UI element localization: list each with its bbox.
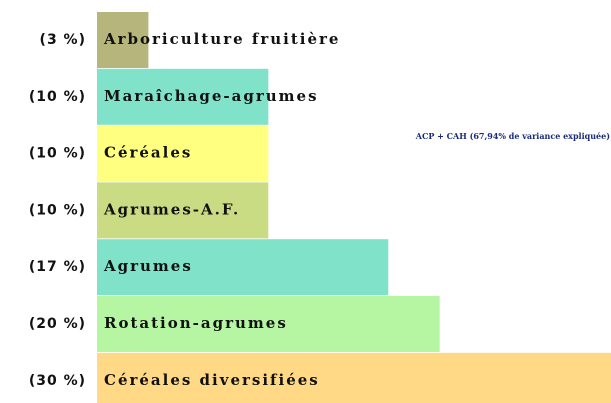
bar [97,296,440,352]
bar [97,239,389,296]
category-label: Rotation-agrumes [104,314,288,332]
annotation: ACP + CAH (67,94% de variance expliquée) [415,131,610,141]
value-label: (10 %) [29,146,86,162]
bar [97,68,269,125]
value-label: (10 %) [29,89,86,105]
value-label: (20 %) [29,316,86,332]
category-label: Arboriculture fruitière [103,30,340,48]
category-label: Agrumes [103,257,193,275]
category-label: Maraîchage-agrumes [104,87,319,105]
value-label: (10 %) [29,202,86,218]
bar [97,182,269,239]
bar [97,352,611,403]
value-label: (30 %) [29,373,86,389]
bar [97,12,149,68]
value-label: (3 %) [40,32,86,48]
category-label: Agrumes-A.F. [103,200,240,218]
bar [97,125,269,182]
category-label: Céréales diversifiées [104,371,320,389]
category-label: Céréales [104,144,192,162]
value-label: (17 %) [29,259,86,275]
